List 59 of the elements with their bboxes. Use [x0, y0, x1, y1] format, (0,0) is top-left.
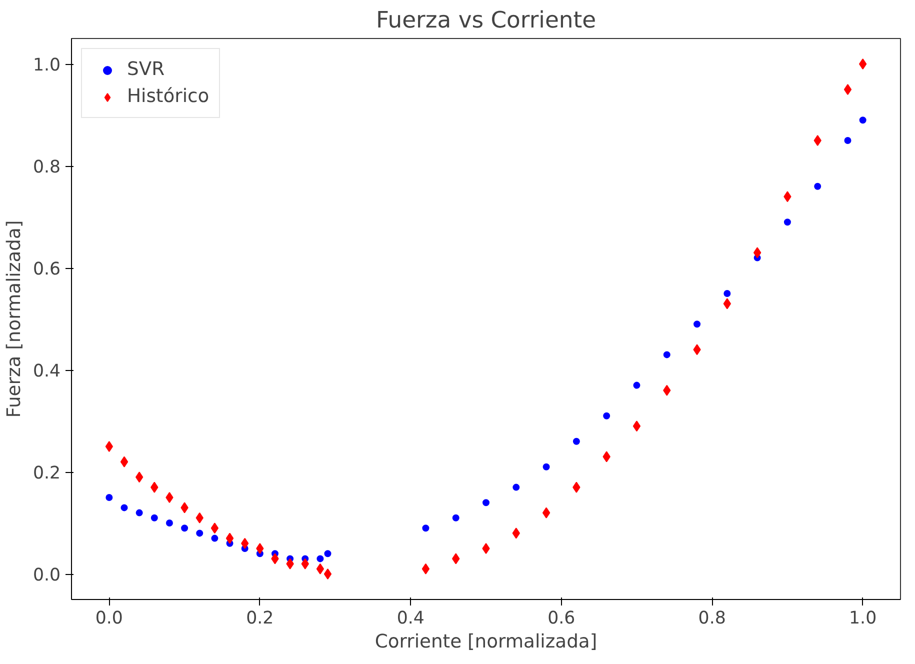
point: [512, 484, 520, 491]
point: [603, 412, 610, 420]
point: [858, 58, 867, 70]
point: [181, 524, 188, 532]
x-tick-label: 0.6: [548, 608, 576, 628]
point: [542, 463, 550, 470]
legend-label: SVR: [127, 59, 165, 80]
point: [482, 543, 490, 554]
point: [166, 520, 173, 526]
point: [120, 504, 128, 512]
point: [422, 524, 430, 532]
point: [482, 499, 490, 506]
y-tick-label: 0.8: [32, 158, 61, 178]
x-axis-title: Corriente [normalizada]: [374, 632, 598, 652]
point: [226, 532, 234, 544]
y-axis-title: Fuerza [normalizada]: [4, 220, 25, 418]
point: [120, 456, 128, 468]
point: [633, 382, 640, 389]
point: [316, 563, 324, 574]
point: [324, 568, 332, 580]
legend-label: Histórico: [127, 86, 210, 107]
y-tick-label: 0.6: [32, 260, 61, 280]
point: [316, 555, 324, 562]
point: [572, 438, 580, 445]
point: [632, 420, 641, 432]
point: [814, 182, 822, 190]
point: [166, 492, 174, 503]
point: [844, 137, 852, 144]
point: [196, 530, 204, 537]
point: [135, 472, 144, 483]
x-tick-label: 0.8: [698, 608, 726, 628]
x-tick-label: 0.2: [246, 608, 274, 628]
point: [422, 563, 430, 574]
chart-title: Fuerza vs Corriente: [376, 8, 596, 34]
point: [753, 247, 762, 258]
point: [542, 507, 550, 518]
x-tick-label: 0.0: [95, 608, 123, 628]
y-tick-label: 1.0: [32, 56, 61, 76]
point: [784, 218, 791, 226]
point: [106, 494, 113, 501]
point: [844, 84, 852, 95]
point: [859, 116, 866, 124]
point: [150, 514, 158, 522]
y-tick-label: 0.2: [32, 464, 61, 484]
point: [210, 522, 219, 534]
point: [814, 135, 822, 146]
point: [136, 509, 143, 516]
point: [211, 534, 218, 542]
point: [663, 351, 670, 358]
point: [256, 543, 264, 554]
point: [694, 320, 701, 328]
x-tick-label: 0.4: [396, 608, 424, 628]
x-tick-label: 1.0: [849, 608, 877, 628]
point: [452, 514, 460, 522]
point: [105, 441, 114, 452]
point: [324, 550, 332, 558]
point: [724, 290, 731, 297]
y-tick-label: 0.4: [32, 362, 61, 382]
y-tick-label: 0.0: [32, 566, 61, 586]
